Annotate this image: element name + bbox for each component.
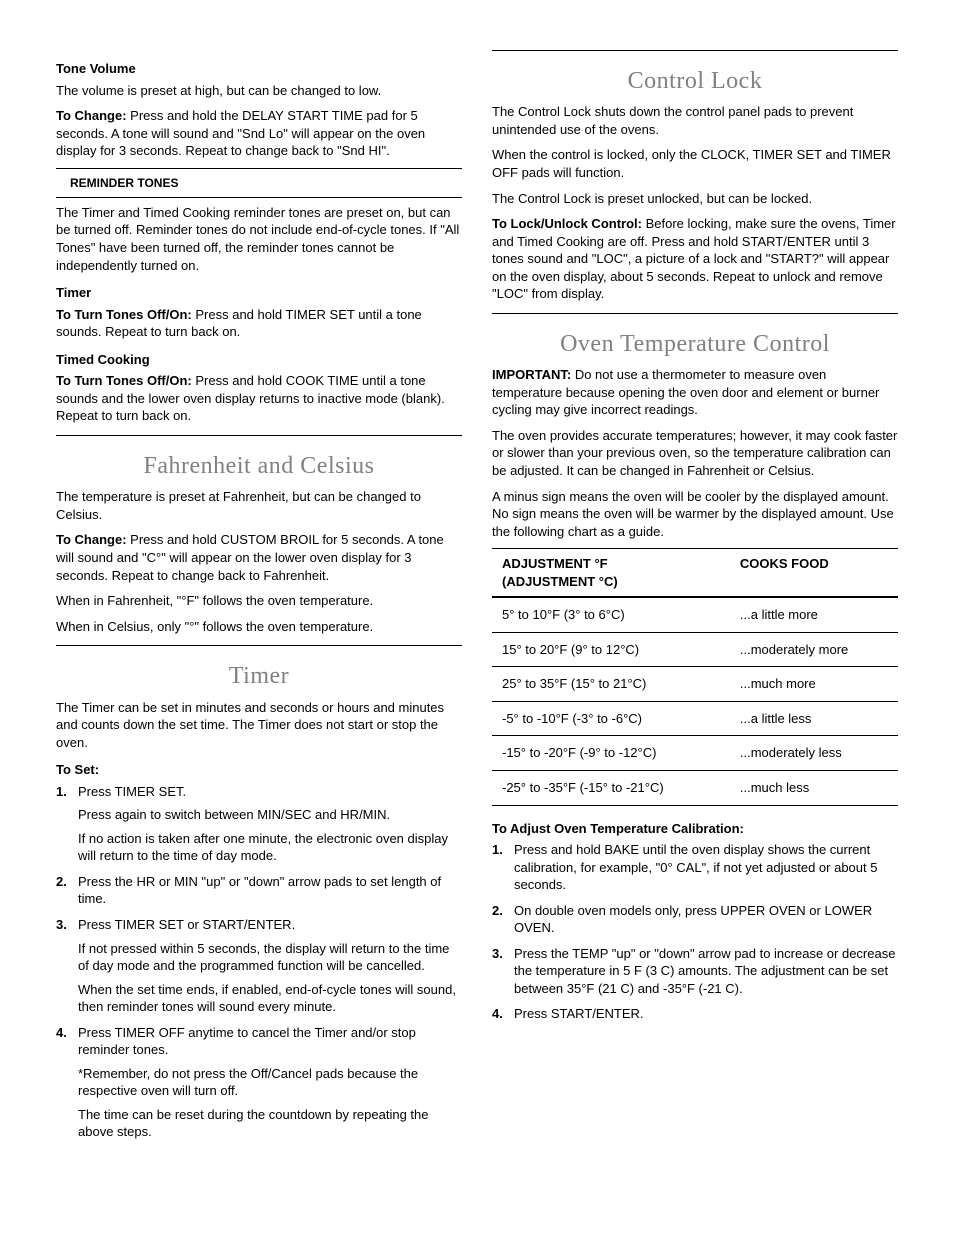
fc-p4: When in Celsius, only "°" follows the ov…: [56, 618, 462, 636]
section-divider: [492, 313, 898, 314]
fc-p1: The temperature is preset at Fahrenheit,…: [56, 488, 462, 523]
timer-sub-heading: Timer: [56, 284, 462, 302]
control-lock-p2: When the control is locked, only the CLO…: [492, 146, 898, 181]
step-main: Press TIMER OFF anytime to cancel the Ti…: [78, 1024, 462, 1059]
otc-p2: The oven provides accurate temperatures;…: [492, 427, 898, 480]
tone-volume-change-lead: To Change:: [56, 108, 127, 123]
adjustment-table: ADJUSTMENT °F (ADJUSTMENT °C) COOKS FOOD…: [492, 548, 898, 805]
table-header-adjustment: ADJUSTMENT °F (ADJUSTMENT °C): [492, 549, 730, 598]
timer-title: Timer: [56, 660, 462, 692]
table-cell: 5° to 10°F (3° to 6°C): [492, 597, 730, 632]
tone-volume-heading: Tone Volume: [56, 60, 462, 78]
list-item: Press the TEMP "up" or "down" arrow pad …: [492, 945, 898, 998]
step-sub: If not pressed within 5 seconds, the dis…: [78, 940, 462, 975]
step-sub: When the set time ends, if enabled, end-…: [78, 981, 462, 1016]
tone-volume-p1: The volume is preset at high, but can be…: [56, 82, 462, 100]
step-sub: If no action is taken after one minute, …: [78, 830, 462, 865]
step-main: Press the HR or MIN "up" or "down" arrow…: [78, 873, 462, 908]
otc-imp-lead: IMPORTANT:: [492, 367, 571, 382]
otc-p3: A minus sign means the oven will be cool…: [492, 488, 898, 541]
table-cell: -25° to -35°F (-15° to -21°C): [492, 771, 730, 806]
control-lock-lockunlock: To Lock/Unlock Control: Before locking, …: [492, 215, 898, 303]
divider: [56, 168, 462, 169]
fc-change: To Change: Press and hold CUSTOM BROIL f…: [56, 531, 462, 584]
timed-cooking-lead: To Turn Tones Off/On:: [56, 373, 192, 388]
table-cell: ...a little less: [730, 701, 898, 736]
th1a: ADJUSTMENT °F: [502, 556, 608, 571]
left-column: Tone Volume The volume is preset at high…: [56, 50, 462, 1235]
fc-p3: When in Fahrenheit, "°F" follows the ove…: [56, 592, 462, 610]
list-item: Press the HR or MIN "up" or "down" arrow…: [56, 873, 462, 908]
step-sub: *Remember, do not press the Off/Cancel p…: [78, 1065, 462, 1100]
timer-to-set: To Set:: [56, 761, 462, 779]
section-divider: [492, 50, 898, 51]
list-item: Press TIMER SET. Press again to switch be…: [56, 783, 462, 865]
list-item: Press START/ENTER.: [492, 1005, 898, 1023]
table-cell: -15° to -20°F (-9° to -12°C): [492, 736, 730, 771]
otc-title: Oven Temperature Control: [492, 328, 898, 360]
table-cell: ...moderately less: [730, 736, 898, 771]
table-row: 25° to 35°F (15° to 21°C)...much more: [492, 667, 898, 702]
table-cell: ...a little more: [730, 597, 898, 632]
step-sub: Press again to switch between MIN/SEC an…: [78, 806, 462, 824]
tone-volume-change: To Change: Press and hold the DELAY STAR…: [56, 107, 462, 160]
step-main: Press TIMER SET.: [78, 783, 462, 801]
timer-sub-lead: To Turn Tones Off/On:: [56, 307, 192, 322]
fc-change-lead: To Change:: [56, 532, 127, 547]
table-cell: 25° to 35°F (15° to 21°C): [492, 667, 730, 702]
table-cell: ...much more: [730, 667, 898, 702]
section-divider: [56, 435, 462, 436]
timer-sub-body: To Turn Tones Off/On: Press and hold TIM…: [56, 306, 462, 341]
table-cell: -5° to -10°F (-3° to -6°C): [492, 701, 730, 736]
timer-intro: The Timer can be set in minutes and seco…: [56, 699, 462, 752]
page: Tone Volume The volume is preset at high…: [0, 0, 954, 1235]
table-row: -5° to -10°F (-3° to -6°C)...a little le…: [492, 701, 898, 736]
timer-steps: Press TIMER SET. Press again to switch be…: [56, 783, 462, 1141]
otc-adjust-heading: To Adjust Oven Temperature Calibration:: [492, 820, 898, 838]
control-lock-lead: To Lock/Unlock Control:: [492, 216, 642, 231]
list-item: Press and hold BAKE until the oven displ…: [492, 841, 898, 894]
table-row: 5° to 10°F (3° to 6°C)...a little more: [492, 597, 898, 632]
table-row: -15° to -20°F (-9° to -12°C)...moderatel…: [492, 736, 898, 771]
timed-cooking-heading: Timed Cooking: [56, 351, 462, 369]
control-lock-title: Control Lock: [492, 65, 898, 97]
otc-important: IMPORTANT: Do not use a thermometer to m…: [492, 366, 898, 419]
otc-steps: Press and hold BAKE until the oven displ…: [492, 841, 898, 1023]
fc-title: Fahrenheit and Celsius: [56, 450, 462, 482]
right-column: Control Lock The Control Lock shuts down…: [492, 50, 898, 1235]
timed-cooking-body: To Turn Tones Off/On: Press and hold COO…: [56, 372, 462, 425]
table-cell: 15° to 20°F (9° to 12°C): [492, 632, 730, 667]
reminder-tones-heading: REMINDER TONES: [56, 175, 462, 191]
section-divider: [56, 645, 462, 646]
table-header-cooks: COOKS FOOD: [730, 549, 898, 598]
list-item: On double oven models only, press UPPER …: [492, 902, 898, 937]
divider: [56, 197, 462, 198]
control-lock-p1: The Control Lock shuts down the control …: [492, 103, 898, 138]
table-cell: ...moderately more: [730, 632, 898, 667]
th1b: (ADJUSTMENT °C): [502, 574, 618, 589]
table-row: -25° to -35°F (-15° to -21°C)...much les…: [492, 771, 898, 806]
reminder-tones-p1: The Timer and Timed Cooking reminder ton…: [56, 204, 462, 274]
step-main: Press TIMER SET or START/ENTER.: [78, 916, 462, 934]
control-lock-p3: The Control Lock is preset unlocked, but…: [492, 190, 898, 208]
list-item: Press TIMER SET or START/ENTER. If not pr…: [56, 916, 462, 1016]
list-item: Press TIMER OFF anytime to cancel the Ti…: [56, 1024, 462, 1141]
table-cell: ...much less: [730, 771, 898, 806]
table-row: 15° to 20°F (9° to 12°C)...moderately mo…: [492, 632, 898, 667]
step-sub: The time can be reset during the countdo…: [78, 1106, 462, 1141]
